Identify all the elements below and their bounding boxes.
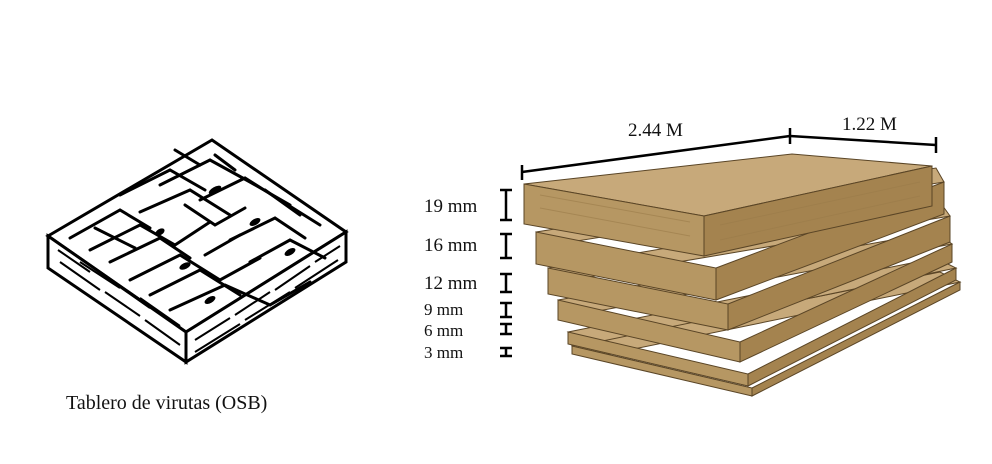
board-19mm <box>523 153 933 257</box>
thickness-label-3: 3 mm <box>424 343 463 362</box>
width-label: 1.22 M <box>842 114 897 135</box>
thickness-label-9: 9 mm <box>424 300 463 319</box>
thickness-label-12: 12 mm <box>424 273 478 294</box>
dimension-lines <box>520 128 938 180</box>
thickness-markers <box>500 188 512 358</box>
thickness-label-6: 6 mm <box>424 321 463 340</box>
osb-caption: Tablero de virutas (OSB) <box>66 392 268 414</box>
thickness-label-19: 19 mm <box>424 196 478 217</box>
thickness-label-16: 16 mm <box>424 235 478 256</box>
length-label: 2.44 M <box>628 120 683 141</box>
